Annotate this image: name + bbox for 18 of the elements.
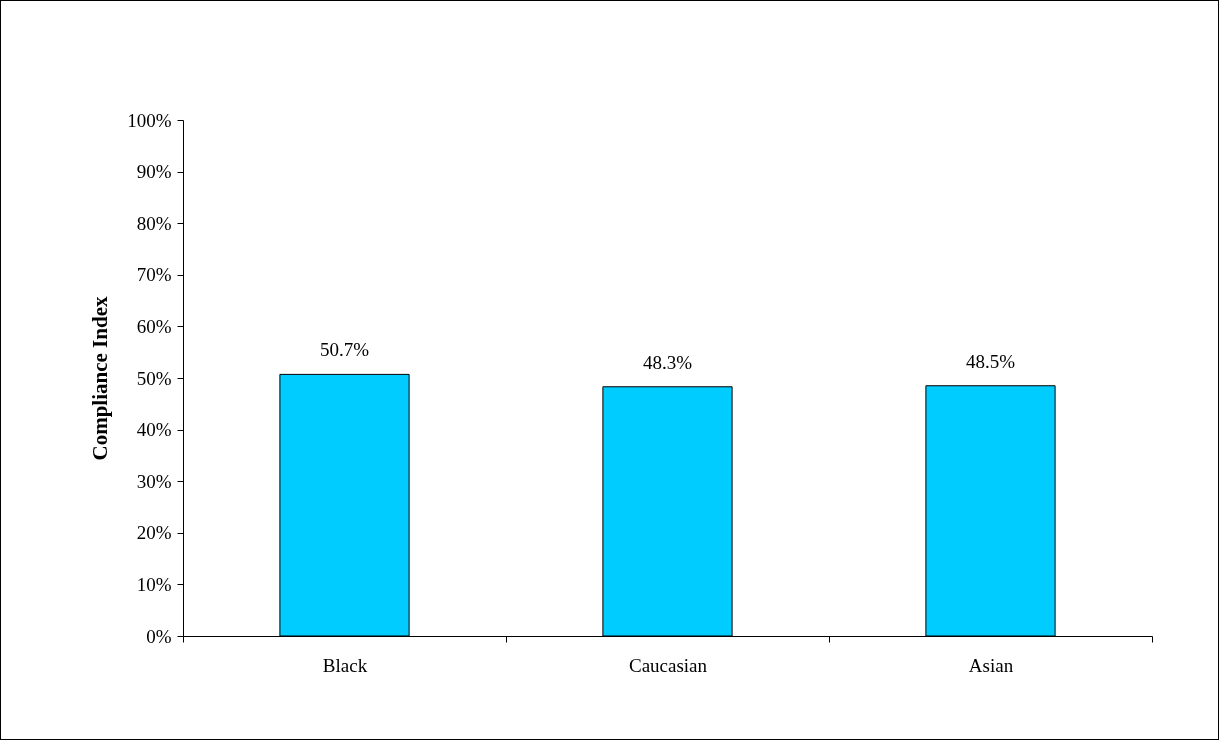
x-tick-label: Asian — [968, 654, 1014, 676]
y-tick-label: 90% — [136, 161, 172, 183]
data-label: 50.7% — [319, 339, 370, 361]
y-tick-label: 80% — [136, 212, 172, 234]
y-tick-label: 40% — [136, 419, 172, 441]
y-tick-label: 50% — [136, 367, 172, 389]
data-label: 48.5% — [965, 350, 1016, 372]
y-axis-title: Compliance Index — [88, 296, 113, 461]
x-tick-label: Black — [322, 654, 368, 676]
y-tick-label: 20% — [136, 522, 172, 544]
y-tick-label: 70% — [136, 264, 172, 286]
y-tick-label: 30% — [136, 470, 172, 492]
y-tick-label: 100% — [127, 109, 172, 131]
x-tick-label: Caucasian — [628, 654, 708, 676]
y-tick-label: 0% — [146, 625, 172, 647]
y-tick-label: 60% — [136, 315, 172, 337]
data-label: 48.3% — [642, 351, 693, 373]
y-tick-label: 10% — [136, 573, 172, 595]
